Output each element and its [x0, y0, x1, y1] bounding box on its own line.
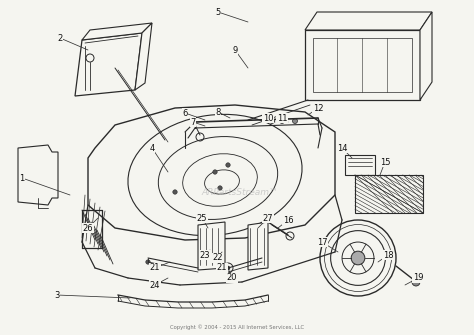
Polygon shape — [135, 23, 152, 90]
Text: Copyright © 2004 - 2015 All Internet Services, LLC: Copyright © 2004 - 2015 All Internet Ser… — [170, 324, 304, 330]
Text: 8: 8 — [215, 108, 221, 117]
Polygon shape — [420, 12, 432, 100]
Bar — [345, 155, 375, 175]
Circle shape — [320, 220, 396, 296]
Polygon shape — [75, 33, 142, 96]
Circle shape — [270, 119, 274, 124]
Circle shape — [331, 230, 385, 285]
Polygon shape — [88, 105, 335, 240]
Polygon shape — [305, 30, 420, 100]
Text: 26: 26 — [82, 223, 93, 232]
Text: 22: 22 — [213, 254, 223, 263]
Circle shape — [412, 278, 420, 286]
Text: 7: 7 — [191, 118, 196, 127]
Circle shape — [292, 119, 298, 124]
Circle shape — [146, 260, 150, 264]
Text: 21: 21 — [217, 264, 227, 272]
Text: 21: 21 — [150, 264, 160, 272]
Text: 27: 27 — [263, 213, 273, 222]
Polygon shape — [18, 145, 58, 205]
Circle shape — [351, 251, 365, 265]
Text: 17: 17 — [317, 238, 328, 247]
Circle shape — [226, 266, 230, 270]
Text: ARPartsStream™: ARPartsStream™ — [201, 188, 279, 197]
Circle shape — [280, 119, 284, 124]
Text: 15: 15 — [380, 157, 390, 166]
Text: 6: 6 — [182, 109, 188, 118]
Circle shape — [213, 170, 217, 174]
Text: 10: 10 — [263, 114, 273, 123]
Text: 14: 14 — [337, 143, 347, 152]
Polygon shape — [82, 23, 152, 40]
Circle shape — [218, 186, 222, 190]
Text: 19: 19 — [413, 273, 423, 282]
Polygon shape — [198, 222, 225, 270]
Text: 2: 2 — [57, 34, 63, 43]
Text: 12: 12 — [313, 104, 323, 113]
Text: 18: 18 — [383, 251, 393, 260]
Circle shape — [342, 242, 374, 274]
Text: 23: 23 — [200, 251, 210, 260]
Text: 20: 20 — [227, 273, 237, 282]
Text: 24: 24 — [150, 280, 160, 289]
Circle shape — [226, 163, 230, 167]
Circle shape — [173, 190, 177, 194]
Polygon shape — [305, 12, 432, 30]
Bar — [313, 38, 412, 92]
Bar — [355, 175, 423, 213]
Text: 5: 5 — [215, 7, 220, 16]
Text: 9: 9 — [232, 46, 237, 55]
Polygon shape — [248, 222, 268, 270]
Text: 11: 11 — [277, 114, 287, 123]
Text: 16: 16 — [283, 215, 293, 224]
Text: 3: 3 — [55, 290, 60, 299]
Text: 1: 1 — [19, 174, 25, 183]
Text: 25: 25 — [197, 213, 207, 222]
Text: 4: 4 — [149, 143, 155, 152]
